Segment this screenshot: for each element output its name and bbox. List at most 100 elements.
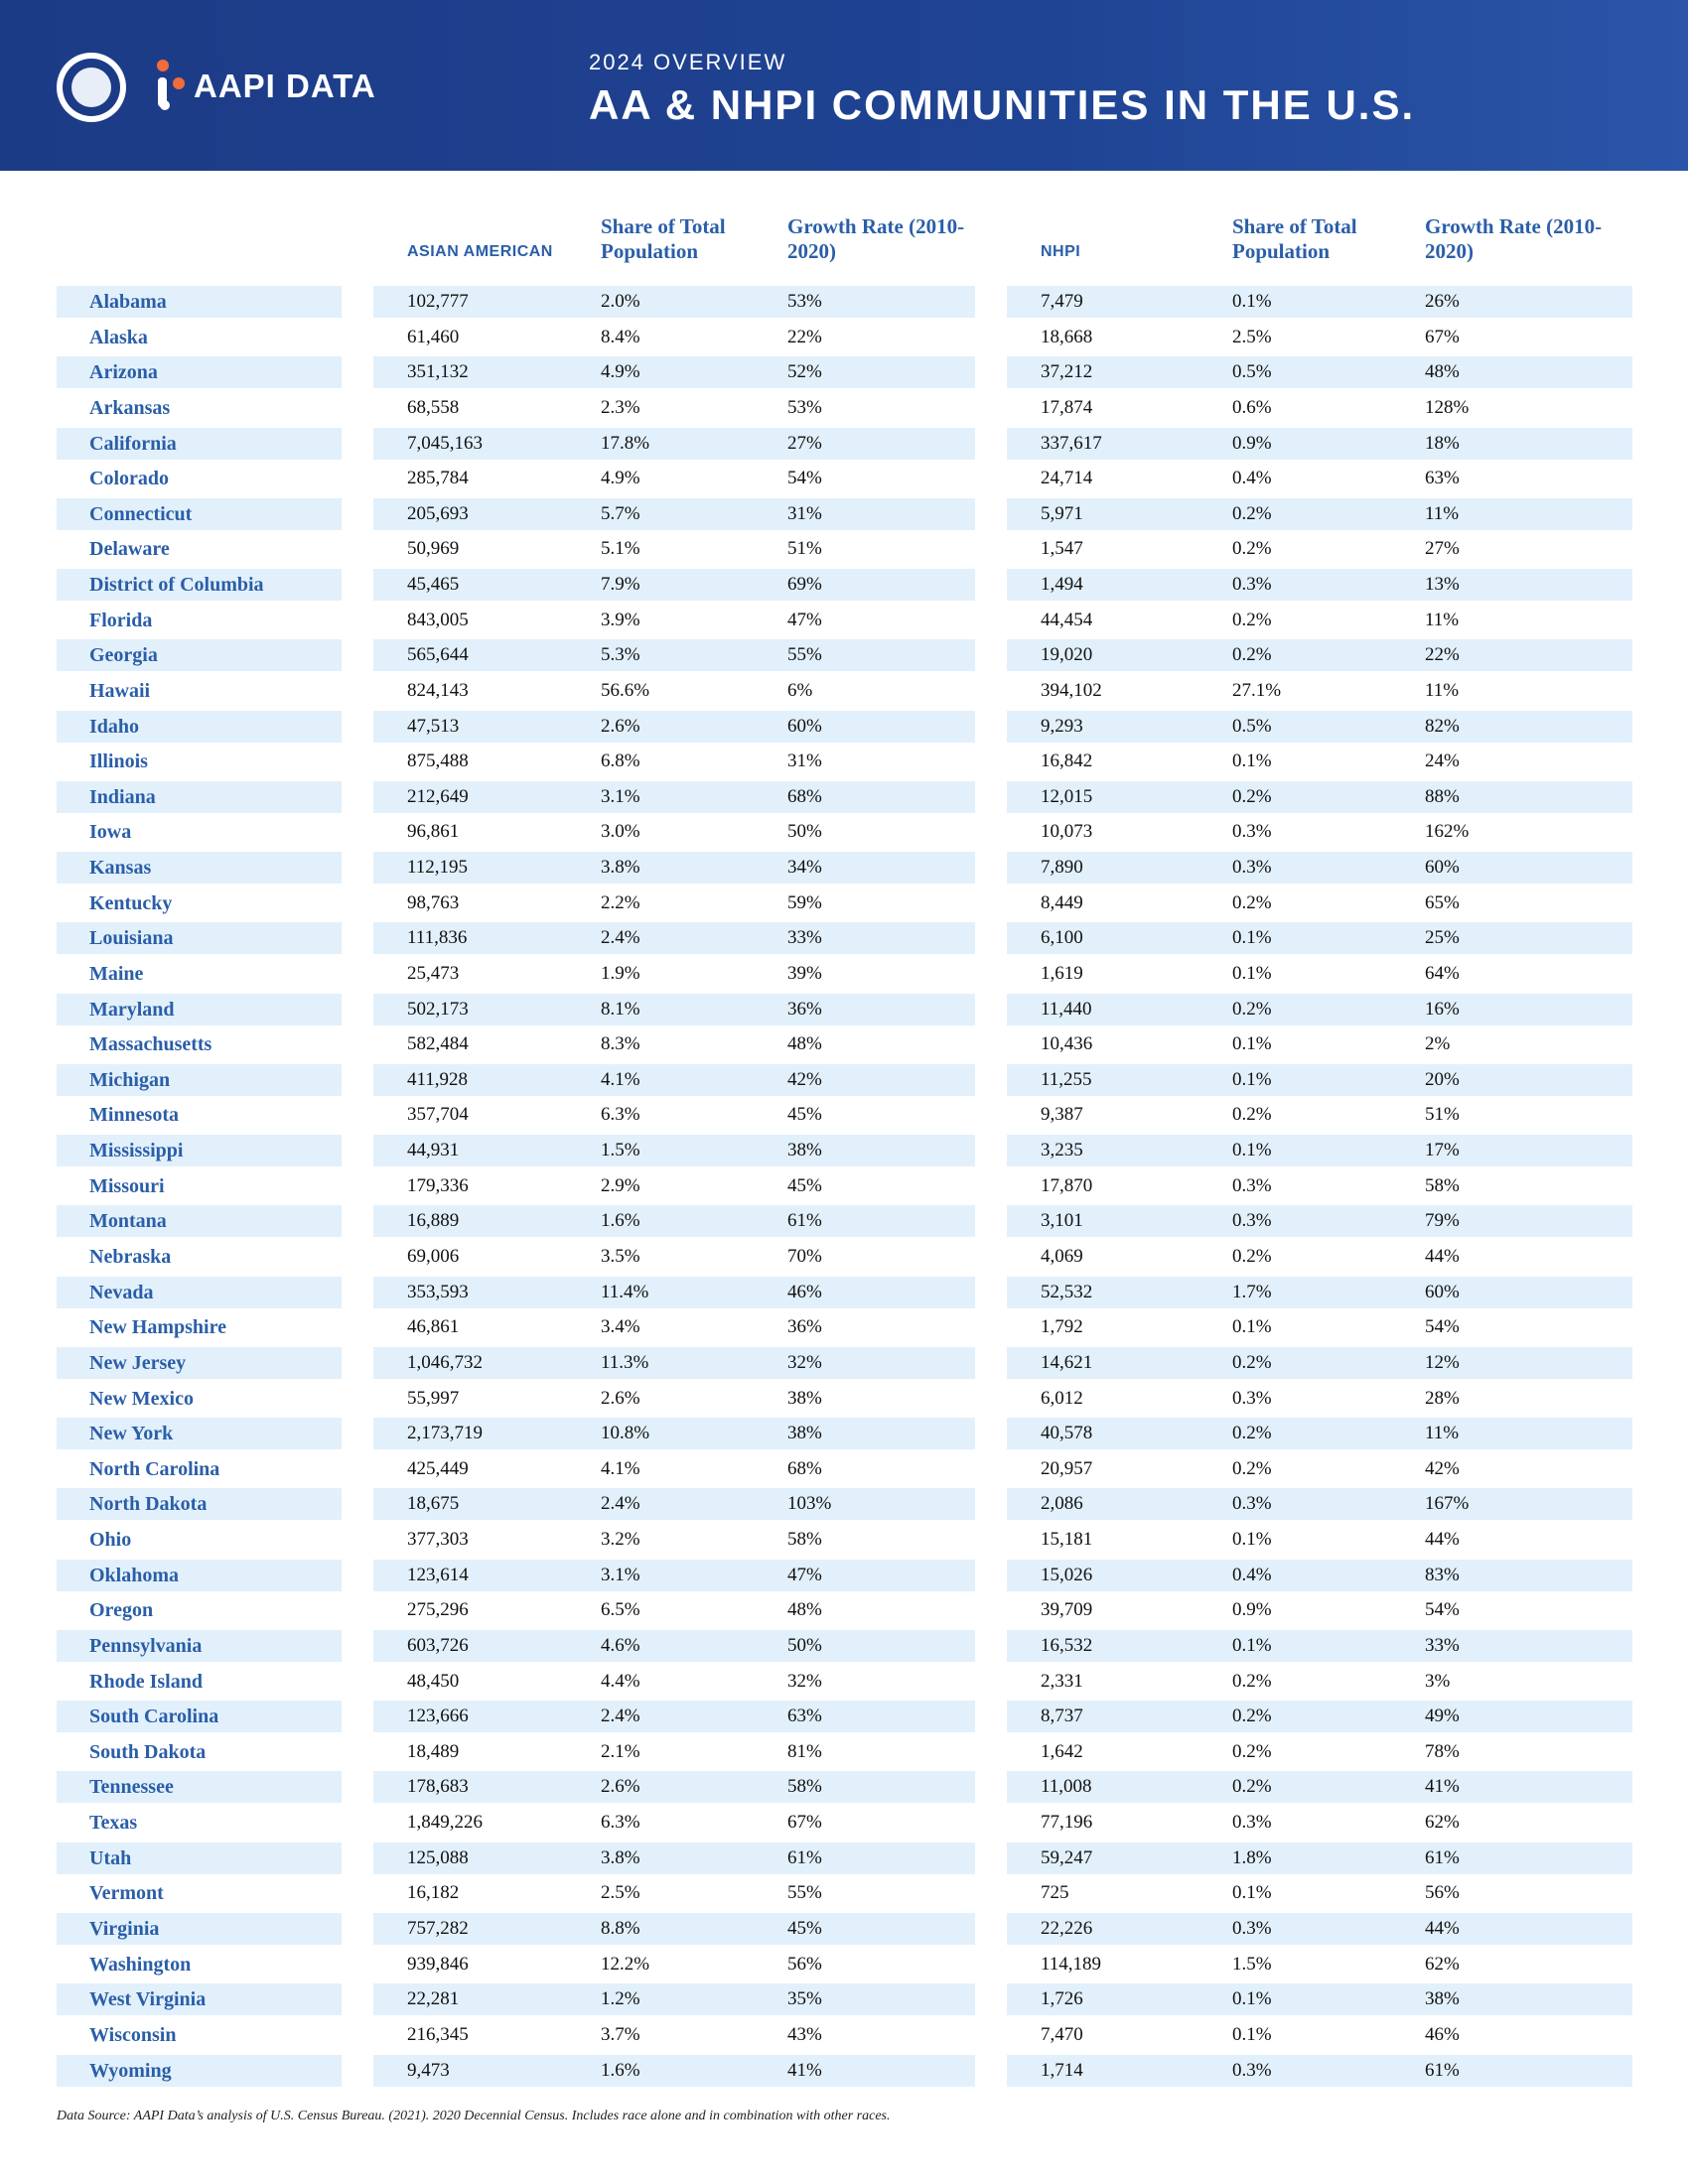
row-band — [373, 569, 975, 602]
cell-value: 8.4% — [601, 326, 640, 347]
cell-value: 8.3% — [601, 1033, 640, 1055]
cell-value: 179,336 — [407, 1174, 469, 1196]
cell-value: 0.2% — [1232, 1457, 1272, 1479]
cell-value: 15,026 — [1041, 1564, 1093, 1585]
cell-value: 6,012 — [1041, 1387, 1083, 1409]
cell-value: 67% — [787, 1812, 822, 1834]
cell-value: 68% — [787, 785, 822, 807]
seal-center — [71, 68, 111, 107]
cell-value: 47% — [787, 1564, 822, 1585]
cell-value: 2.3% — [601, 396, 640, 418]
state-name: North Dakota — [89, 1493, 208, 1516]
cell-value: 44,454 — [1041, 609, 1093, 630]
cell-value: 16,182 — [407, 1882, 460, 1904]
state-name: Connecticut — [89, 502, 193, 525]
cell-value: 9,293 — [1041, 715, 1083, 737]
cell-value: 6,100 — [1041, 927, 1083, 949]
cell-value: 77,196 — [1041, 1812, 1093, 1834]
cell-value: 0.2% — [1232, 998, 1272, 1020]
cell-value: 45% — [787, 1917, 822, 1939]
cell-value: 1,792 — [1041, 1316, 1083, 1338]
state-name: Arkansas — [89, 396, 171, 419]
cell-value: 3.0% — [601, 821, 640, 843]
row-band — [1007, 1063, 1632, 1096]
cell-value: 79% — [1425, 1210, 1460, 1232]
cell-value: 60% — [1425, 857, 1460, 879]
state-name: New York — [89, 1423, 174, 1445]
cell-value: 411,928 — [407, 1068, 469, 1090]
row-band — [1007, 993, 1632, 1025]
cell-value: 31% — [787, 502, 822, 524]
row-band — [1007, 427, 1632, 460]
state-name: Minnesota — [89, 1104, 179, 1127]
cell-value: 3.2% — [601, 1529, 640, 1551]
cell-value: 4.6% — [601, 1634, 640, 1656]
cell-value: 353,593 — [407, 1281, 469, 1302]
cell-value: 0.2% — [1232, 1776, 1272, 1798]
state-name: Wisconsin — [89, 2023, 177, 2046]
cell-value: 0.5% — [1232, 361, 1272, 383]
cell-value: 55% — [787, 644, 822, 666]
row-band — [373, 1912, 975, 1945]
row-band — [1007, 1276, 1632, 1308]
cell-value: 20,957 — [1041, 1457, 1093, 1479]
cell-value: 1,849,226 — [407, 1812, 483, 1834]
state-name: Utah — [89, 1846, 132, 1869]
cell-value: 38% — [787, 1423, 822, 1444]
cell-value: 18,668 — [1041, 326, 1093, 347]
cell-value: 2.4% — [601, 1493, 640, 1515]
cell-value: 1,714 — [1041, 2059, 1083, 2081]
row-band — [57, 1771, 342, 1804]
cell-value: 48% — [787, 1599, 822, 1621]
logo-dot — [173, 77, 185, 89]
row-band — [1007, 780, 1632, 813]
header-art — [57, 53, 185, 122]
cell-value: 36% — [787, 1316, 822, 1338]
row-band — [373, 2054, 975, 2087]
cell-value: 41% — [1425, 1776, 1460, 1798]
cell-value: 38% — [787, 1387, 822, 1409]
row-band — [373, 1771, 975, 1804]
cell-value: 18,489 — [407, 1740, 460, 1762]
cell-value: 103% — [787, 1493, 832, 1515]
cell-value: 0.1% — [1232, 1316, 1272, 1338]
cell-value: 502,173 — [407, 998, 469, 1020]
state-name: New Mexico — [89, 1387, 194, 1410]
cell-value: 12.2% — [601, 1953, 650, 1975]
column-header: Growth Rate (2010-2020) — [1425, 214, 1603, 263]
cell-value: 38% — [1425, 1988, 1460, 2010]
cell-value: 2.4% — [601, 1706, 640, 1727]
cell-value: 1,494 — [1041, 574, 1083, 596]
row-band — [1007, 639, 1632, 672]
cell-value: 0.4% — [1232, 1564, 1272, 1585]
row-band — [1007, 286, 1632, 318]
row-band — [57, 1205, 342, 1238]
cell-value: 7,479 — [1041, 291, 1083, 312]
cell-value: 1.5% — [1232, 1953, 1272, 1975]
cell-value: 83% — [1425, 1564, 1460, 1585]
cell-value: 8.8% — [601, 1917, 640, 1939]
cell-value: 22% — [787, 326, 822, 347]
cell-value: 17,870 — [1041, 1174, 1093, 1196]
cell-value: 0.2% — [1232, 1104, 1272, 1126]
row-band — [1007, 710, 1632, 743]
state-name: Montana — [89, 1210, 167, 1233]
cell-value: 58% — [787, 1776, 822, 1798]
state-name: Oklahoma — [89, 1564, 180, 1586]
column-header: Share of Total Population — [1232, 214, 1357, 263]
cell-value: 1,547 — [1041, 538, 1083, 560]
state-name: Pennsylvania — [89, 1634, 203, 1657]
state-name: Vermont — [89, 1882, 164, 1905]
cell-value: 25% — [1425, 927, 1460, 949]
cell-value: 46,861 — [407, 1316, 460, 1338]
cell-value: 394,102 — [1041, 679, 1102, 701]
cell-value: 4,069 — [1041, 1246, 1083, 1267]
cell-value: 112,195 — [407, 857, 469, 879]
row-band — [1007, 1346, 1632, 1379]
cell-value: 45% — [787, 1104, 822, 1126]
cell-value: 59,247 — [1041, 1846, 1093, 1868]
cell-value: 11% — [1425, 679, 1460, 701]
cell-value: 3.9% — [601, 609, 640, 630]
cell-value: 1.9% — [601, 962, 640, 984]
cell-value: 58% — [787, 1529, 822, 1551]
